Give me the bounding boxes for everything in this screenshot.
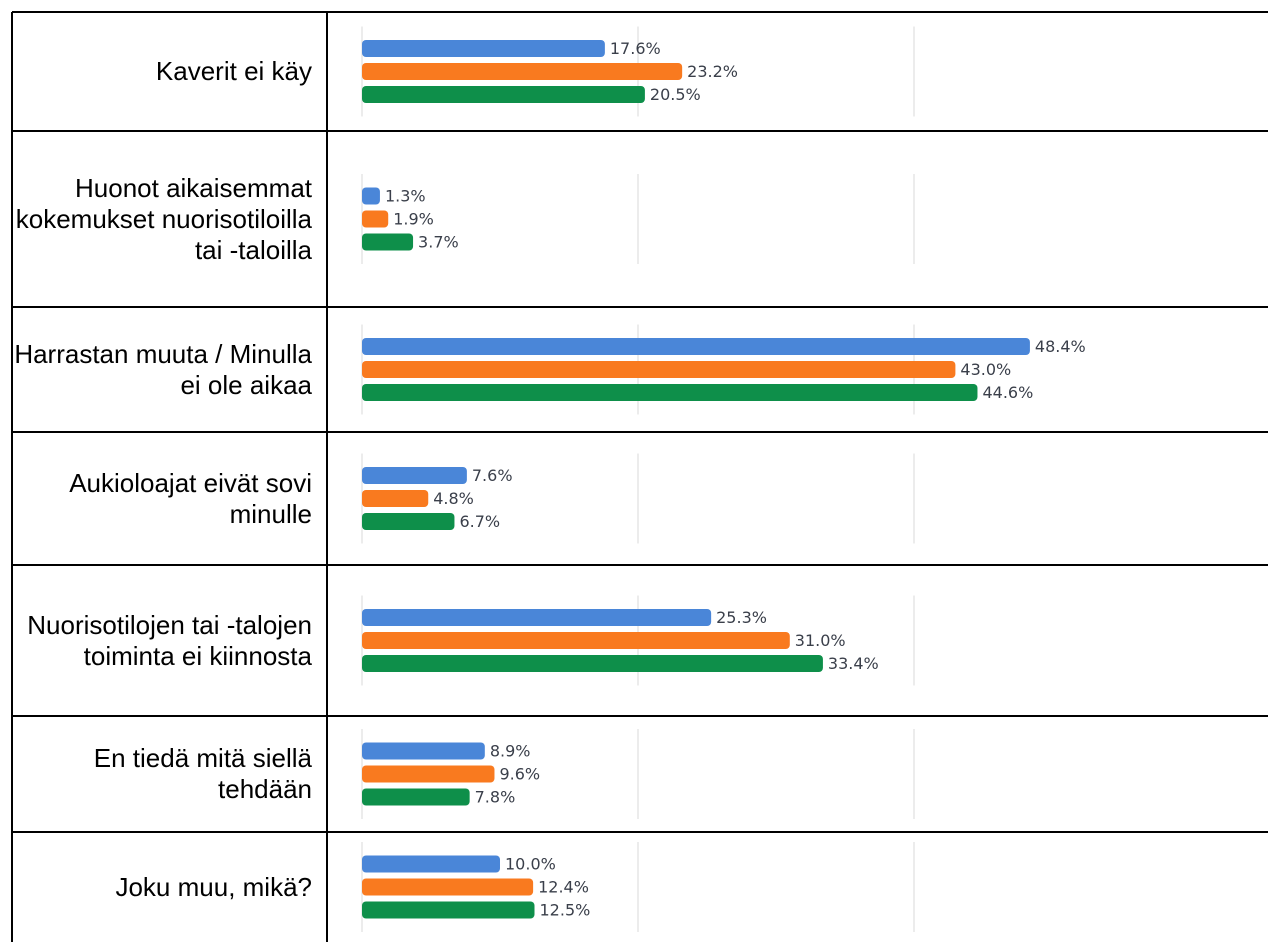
value-label: 20.5% — [650, 85, 701, 104]
value-label: 31.0% — [795, 631, 846, 650]
value-label: 43.0% — [960, 360, 1011, 379]
bar — [362, 490, 429, 507]
value-label: 33.4% — [828, 654, 879, 673]
bar — [362, 384, 978, 401]
category-label: Joku muu, mikä? — [115, 871, 312, 902]
value-label: 12.4% — [538, 878, 589, 897]
value-label: 12.5% — [540, 901, 591, 920]
value-label: 3.7% — [418, 233, 459, 252]
bar — [362, 233, 414, 251]
bar — [362, 210, 389, 228]
bar — [362, 467, 467, 484]
category-label: Aukioloajat eivät sovi minulle — [69, 467, 312, 529]
value-label: 17.6% — [610, 39, 661, 58]
value-label: 25.3% — [716, 608, 767, 627]
value-label: 4.8% — [433, 489, 474, 508]
bar — [362, 878, 534, 896]
value-label: 7.8% — [475, 788, 516, 807]
bar — [362, 742, 485, 760]
value-label: 8.9% — [490, 742, 531, 761]
value-label: 10.0% — [505, 855, 556, 874]
value-label: 7.6% — [472, 466, 513, 485]
bar — [362, 655, 823, 672]
bar — [362, 40, 605, 57]
bar — [362, 788, 470, 806]
category-label: Nuorisotilojen tai -talojen toiminta ei … — [27, 609, 312, 671]
value-label: 6.7% — [459, 512, 500, 531]
value-label: 9.6% — [499, 765, 540, 784]
bar — [362, 361, 956, 378]
bar — [362, 338, 1030, 355]
value-label: 23.2% — [687, 62, 738, 81]
value-label: 44.6% — [982, 383, 1033, 402]
bar — [362, 632, 790, 649]
bar — [362, 187, 380, 205]
bar — [362, 855, 500, 873]
bar — [362, 513, 455, 530]
category-label: En tiedä mitä siellä tehdään — [93, 743, 312, 804]
value-label: 48.4% — [1035, 337, 1086, 356]
bar — [362, 901, 535, 919]
value-label: 1.9% — [393, 210, 434, 229]
value-label: 1.3% — [385, 187, 426, 206]
bar — [362, 86, 645, 103]
category-label: Harrastan muuta / Minulla ei ole aikaa — [14, 338, 312, 400]
bar — [362, 765, 495, 783]
bar — [362, 63, 683, 80]
category-label: Kaverit ei käy — [155, 56, 312, 86]
category-label: Huonot aikaisemmat kokemukset nuorisotil… — [15, 172, 312, 265]
bar — [362, 609, 712, 626]
